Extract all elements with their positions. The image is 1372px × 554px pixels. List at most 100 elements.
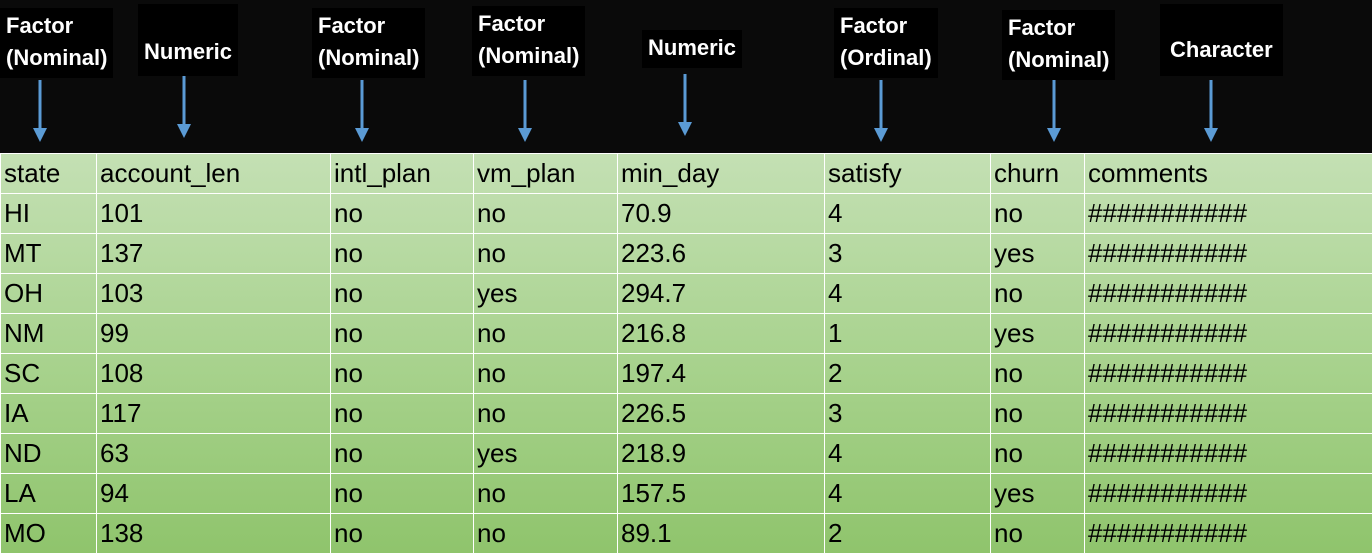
table-cell: 101 [96, 193, 331, 234]
header-cell: state [0, 153, 97, 194]
table-cell: LA [0, 473, 97, 514]
annotation-line: Factor [840, 13, 908, 38]
header-cell: satisfy [824, 153, 991, 194]
table-cell: ########### [1084, 273, 1372, 314]
table-cell: 99 [96, 313, 331, 354]
table-cell: ########### [1084, 393, 1372, 434]
table-cell: 1 [824, 313, 991, 354]
down-arrow-icon [355, 80, 369, 142]
table-row: MO 138 no no 89.1 2 no ########### [0, 513, 1372, 554]
down-arrow-icon [1047, 80, 1061, 142]
table-cell: no [990, 273, 1085, 314]
table-cell: SC [0, 353, 97, 394]
table-cell: yes [990, 473, 1085, 514]
table-cell: 4 [824, 193, 991, 234]
header-cell: comments [1084, 153, 1372, 194]
table-cell: no [473, 193, 618, 234]
header-row: state account_len intl_plan vm_plan min_day s… [0, 153, 1372, 194]
table-cell: 294.7 [617, 273, 825, 314]
table-cell: ########### [1084, 313, 1372, 354]
annotation-state: Factor (Nominal) [0, 8, 114, 78]
annotation-comments: Character [1160, 4, 1283, 76]
table-cell: 94 [96, 473, 331, 514]
table-cell: 197.4 [617, 353, 825, 394]
table-cell: IA [0, 393, 97, 434]
table-cell: no [990, 353, 1085, 394]
annotation-line: Character [1170, 37, 1273, 62]
annotation-churn: Factor (Nominal) [1002, 10, 1116, 80]
annotation-satisfy: Factor (Ordinal) [834, 8, 938, 78]
table-cell: 3 [824, 393, 991, 434]
annotation-line: Factor [478, 11, 546, 36]
table-cell: no [473, 353, 618, 394]
header-cell: intl_plan [330, 153, 474, 194]
table-cell: 3 [824, 233, 991, 274]
annotation-line: Factor [1008, 15, 1076, 40]
table-cell: 137 [96, 233, 331, 274]
down-arrow-icon [1204, 80, 1218, 142]
table-cell: 157.5 [617, 473, 825, 514]
header-cell: min_day [617, 153, 825, 194]
table-cell: 4 [824, 473, 991, 514]
table-row: NM 99 no no 216.8 1 yes ########### [0, 313, 1372, 354]
table-cell: no [990, 433, 1085, 474]
table-cell: no [473, 313, 618, 354]
table-cell: 138 [96, 513, 331, 554]
annotation-line: Numeric [648, 35, 737, 60]
annotation-line: (Nominal) [6, 45, 108, 70]
table-cell: 226.5 [617, 393, 825, 434]
table-cell: 223.6 [617, 233, 825, 274]
table-cell: no [473, 233, 618, 274]
table-cell: no [990, 393, 1085, 434]
table-cell: 70.9 [617, 193, 825, 234]
annotation-vm-plan: Factor (Nominal) [472, 6, 586, 76]
table-cell: no [990, 513, 1085, 554]
annotation-line: (Ordinal) [840, 45, 932, 70]
annotation-min-day: Numeric [642, 30, 743, 68]
table-cell: 2 [824, 513, 991, 554]
down-arrow-icon [177, 76, 191, 138]
annotation-line: Numeric [144, 39, 233, 64]
table-cell: ########### [1084, 433, 1372, 474]
table-cell: 218.9 [617, 433, 825, 474]
header-cell: churn [990, 153, 1085, 194]
table-cell: ########### [1084, 473, 1372, 514]
annotation-account-len: Numeric [138, 4, 239, 76]
table-cell: yes [473, 433, 618, 474]
table-row: HI 101 no no 70.9 4 no ########### [0, 193, 1372, 234]
table-cell: no [330, 473, 474, 514]
table-cell: 2 [824, 353, 991, 394]
table-cell: MO [0, 513, 97, 554]
table-cell: ########### [1084, 233, 1372, 274]
down-arrow-icon [874, 80, 888, 142]
annotation-line: (Nominal) [478, 43, 580, 68]
table-cell: no [330, 393, 474, 434]
table-cell: 103 [96, 273, 331, 314]
table-cell: no [330, 233, 474, 274]
table-row: OH 103 no yes 294.7 4 no ########### [0, 273, 1372, 314]
table-cell: no [473, 513, 618, 554]
table-cell: yes [990, 313, 1085, 354]
down-arrow-icon [678, 74, 692, 136]
table-cell: OH [0, 273, 97, 314]
table-cell: ########### [1084, 193, 1372, 234]
table-cell: no [330, 273, 474, 314]
table-cell: no [330, 433, 474, 474]
table-cell: yes [473, 273, 618, 314]
table-cell: ########### [1084, 513, 1372, 554]
annotation-line: Factor [318, 13, 386, 38]
annotation-intl-plan: Factor (Nominal) [312, 8, 426, 78]
table-cell: ND [0, 433, 97, 474]
table-row: LA 94 no no 157.5 4 yes ########### [0, 473, 1372, 514]
table-cell: HI [0, 193, 97, 234]
annotation-line: (Nominal) [1008, 47, 1110, 72]
table-row: ND 63 no yes 218.9 4 no ########### [0, 433, 1372, 474]
table-row: IA 117 no no 226.5 3 no ########### [0, 393, 1372, 434]
spreadsheet-grid: state account_len intl_plan vm_plan min_day s… [0, 153, 1372, 554]
table-cell: 117 [96, 393, 331, 434]
annotation-line: Factor [6, 13, 74, 38]
annotation-line: (Nominal) [318, 45, 420, 70]
table-cell: no [473, 393, 618, 434]
table-row: MT 137 no no 223.6 3 yes ########### [0, 233, 1372, 274]
